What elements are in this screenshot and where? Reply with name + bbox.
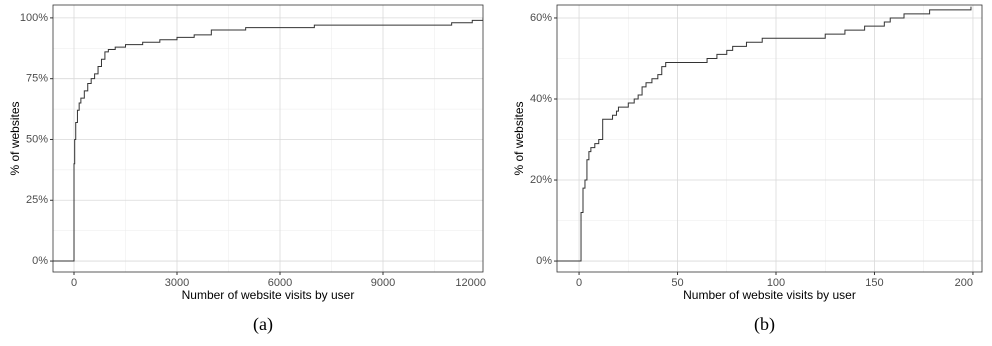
ecdf-line [53,17,483,262]
x-tick-label: 3000 [165,277,189,289]
x-tick-label: 200 [955,277,973,289]
y-tick-label: 60% [530,12,552,24]
y-tick-label: 0% [32,255,48,267]
x-tick-label: 9000 [371,277,395,289]
x-tick-label: 0 [71,277,77,289]
panel [557,5,982,272]
x-tick-label: 100 [767,277,785,289]
y-axis-title: % of websites [512,101,526,175]
panel [53,5,483,272]
y-tick-label: 0% [536,255,552,267]
caption: (a) [253,314,273,335]
y-tick-label: 20% [530,174,552,186]
panel-border [52,4,484,273]
y-tick-label: 100% [20,12,48,24]
x-tick-label: 6000 [268,277,292,289]
panel-border [556,4,983,273]
x-tick-label: 12000 [455,277,486,289]
x-axis-title: Number of website visits by user [683,288,856,302]
ecdf-line [557,6,972,262]
y-tick-label: 75% [26,73,48,85]
y-tick-label: 50% [26,133,48,145]
x-tick-label: 0 [576,277,582,289]
x-tick-label: 50 [671,277,683,289]
y-tick-label: 40% [530,93,552,105]
x-tick-label: 150 [865,277,883,289]
y-tick-label: 25% [26,194,48,206]
y-axis-title: % of websites [8,101,22,175]
caption: (b) [754,314,775,335]
x-axis-title: Number of website visits by user [182,288,355,302]
